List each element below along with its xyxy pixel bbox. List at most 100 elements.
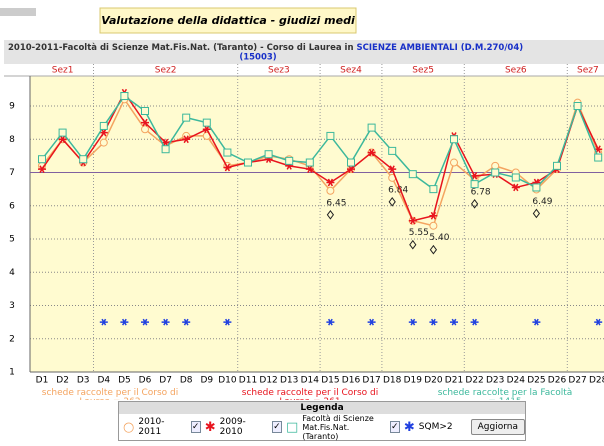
value-label: 5.40 [429, 233, 449, 243]
point [450, 318, 458, 326]
point [408, 170, 417, 179]
point [202, 125, 211, 134]
point [470, 171, 479, 180]
point [99, 138, 108, 147]
point [58, 128, 67, 137]
point [594, 145, 603, 154]
section-label: Sez1 [52, 66, 74, 76]
corner-block [0, 8, 36, 16]
point [285, 156, 294, 165]
legend: Legenda ○ 2010-2011 ✓ ✱ 2009-2010 ✓ □ Facoltà d… [118, 401, 526, 441]
point [388, 165, 397, 174]
x-tick-label: D5 [118, 376, 131, 386]
legend-symbol: ○ [123, 419, 135, 435]
point [182, 113, 191, 122]
legend-symbol: □ [286, 419, 299, 435]
header-band [4, 40, 604, 64]
series-line [41, 94, 599, 191]
point [202, 118, 211, 127]
point [141, 106, 149, 115]
note: schede raccolte per la Facoltà= 1415 [438, 388, 573, 401]
x-tick-label: D12 [259, 376, 277, 386]
plot-area [30, 76, 604, 372]
point [223, 148, 232, 157]
y-tick-label: 3 [9, 301, 15, 311]
point [532, 178, 541, 187]
value-label-diamond [388, 196, 396, 207]
point [79, 155, 88, 164]
point [429, 221, 438, 230]
x-tick-label: D24 [507, 376, 526, 386]
point [367, 123, 376, 132]
legend-symbol: ✱ [403, 419, 415, 435]
point [429, 318, 438, 326]
x-tick-label: D10 [218, 376, 237, 386]
section-label: Sez5 [412, 66, 434, 76]
legend-checkbox[interactable]: ✓ [271, 421, 283, 433]
page-title: Valutazione della didattica - giudizi me… [101, 14, 355, 27]
legend-symbol: ✱ [204, 419, 216, 435]
chart-title: 2010-2011-Facoltà di Scienze Mat.Fis.Nat… [8, 43, 523, 53]
point [223, 163, 232, 172]
x-tick-label: D28 [589, 376, 604, 386]
legend-label: SQM>2 [418, 422, 453, 432]
section-label: Sez3 [268, 66, 290, 76]
point [326, 178, 335, 187]
legend-checkbox[interactable]: ✓ [389, 421, 400, 433]
section-label: Sez4 [340, 66, 362, 76]
point [182, 318, 191, 326]
y-tick-label: 1 [9, 368, 15, 378]
point [511, 183, 520, 192]
y-tick-label: 7 [9, 168, 15, 178]
point [532, 318, 541, 326]
point [326, 186, 335, 195]
legend-row: ○ 2010-2011 ✓ ✱ 2009-2010 ✓ □ Facoltà di Scienz… [119, 414, 525, 441]
point [120, 318, 129, 326]
x-tick-label: D9 [200, 376, 213, 386]
y-tick-label: 9 [9, 102, 15, 112]
y-tick-label: 6 [9, 201, 15, 211]
x-tick-label: D1 [36, 376, 49, 386]
x-tick-label: D8 [180, 376, 193, 386]
value-label: 6.84 [388, 185, 408, 195]
point [99, 128, 108, 137]
point [491, 161, 500, 170]
value-label-diamond [326, 209, 335, 220]
update-button[interactable]: Aggiorna [470, 419, 525, 435]
x-tick-label: D17 [362, 376, 380, 386]
point [223, 318, 232, 326]
legend-checkbox[interactable]: ✓ [190, 421, 201, 433]
section-label: Sez6 [505, 66, 527, 76]
section-label: Sez2 [155, 66, 177, 76]
point [141, 125, 149, 134]
point [38, 165, 46, 174]
x-tick-label: D11 [239, 376, 257, 386]
x-tick-label: D3 [77, 376, 90, 386]
point [120, 92, 129, 101]
point [367, 318, 376, 326]
legend-label: 2010-2011 [138, 417, 165, 437]
x-tick-label: D22 [465, 376, 483, 386]
x-tick-label: D18 [383, 376, 402, 386]
point [99, 121, 108, 130]
value-label: 6.49 [532, 197, 552, 207]
point [58, 135, 67, 144]
x-tick-label: D6 [139, 376, 152, 386]
point [511, 173, 520, 182]
section-label: Sez7 [577, 66, 599, 76]
x-tick-label: D19 [404, 376, 423, 386]
value-label-diamond [429, 244, 438, 255]
x-tick-label: D23 [486, 376, 504, 386]
point [347, 165, 355, 174]
value-label-diamond [470, 198, 479, 209]
point [141, 118, 149, 127]
value-label-diamond [409, 239, 417, 250]
point [305, 158, 314, 167]
point [285, 162, 294, 170]
point [141, 318, 149, 326]
x-tick-label: D27 [568, 376, 586, 386]
point [408, 318, 417, 326]
point [161, 138, 170, 147]
point [264, 150, 273, 159]
